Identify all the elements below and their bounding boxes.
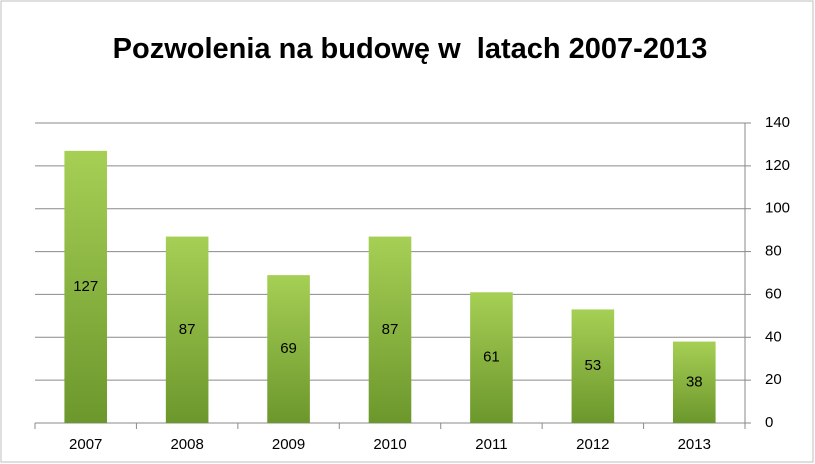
- x-tick-label: 2008: [170, 436, 203, 453]
- y-tick-label: 80: [765, 243, 782, 260]
- chart-title: Pozwolenia na budowę w latach 2007-2013: [112, 33, 708, 65]
- y-tick-label: 60: [765, 285, 782, 302]
- data-label: 87: [382, 321, 399, 338]
- y-tick-label: 120: [765, 157, 790, 174]
- bar: [165, 236, 209, 423]
- data-label: 127: [73, 278, 98, 295]
- bar: [368, 236, 412, 423]
- y-tick-label: 40: [765, 328, 782, 345]
- y-tick-label: 20: [765, 371, 782, 388]
- bar: [672, 341, 716, 423]
- data-label: 87: [179, 321, 196, 338]
- data-label: 61: [483, 349, 500, 366]
- x-tick-label: 2009: [272, 436, 305, 453]
- x-tick-label: 2010: [373, 436, 406, 453]
- y-tick-label: 100: [765, 200, 790, 217]
- data-label: 53: [585, 357, 602, 374]
- y-tick-label: 140: [765, 114, 790, 131]
- bar: [267, 275, 310, 423]
- x-tick-label: 2007: [69, 436, 102, 453]
- bar: [470, 292, 513, 423]
- y-tick-label: 0: [765, 414, 773, 431]
- bar: [64, 150, 108, 423]
- x-tick-label: 2012: [576, 436, 609, 453]
- data-label: 38: [686, 373, 703, 390]
- data-label: 69: [280, 340, 297, 357]
- bar: [571, 309, 615, 423]
- x-tick-label: 2013: [678, 436, 711, 453]
- x-tick-label: 2011: [475, 436, 507, 453]
